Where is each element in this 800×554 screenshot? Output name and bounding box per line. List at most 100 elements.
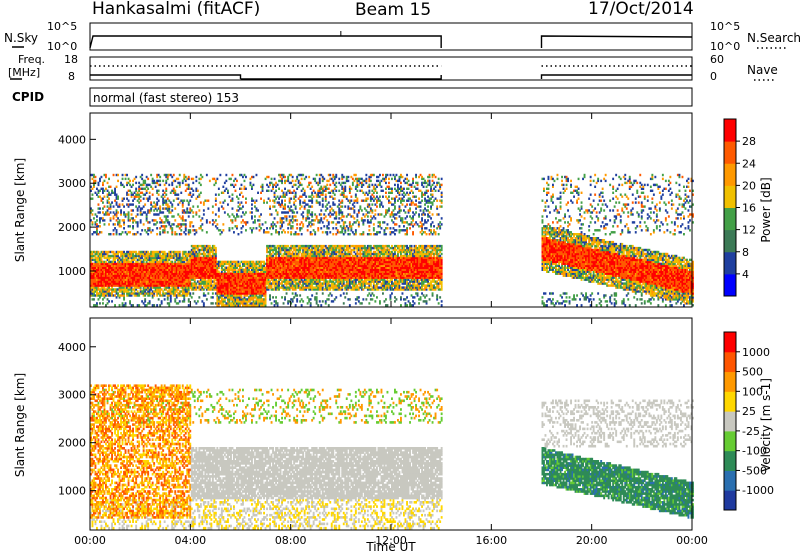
cell [296,256,299,260]
cell [311,260,314,264]
cell [249,264,252,267]
cell [254,219,256,222]
cell [254,272,256,275]
cell [275,254,277,258]
cell [91,256,94,260]
cell [157,213,160,216]
nsky-label: N.Sky [4,31,38,45]
cell [327,262,330,266]
cell [159,282,162,285]
cell [275,248,277,252]
cell [205,280,208,283]
cell [183,286,186,289]
cell [242,278,244,281]
cell [162,276,165,279]
cell [311,294,314,297]
cell [96,250,98,254]
cell [184,179,187,183]
cell [205,256,208,260]
cell [172,256,175,260]
cell [183,282,186,285]
cell [145,292,148,295]
cell [309,276,312,279]
cell [195,179,198,183]
cell [129,252,131,256]
cell [257,260,259,264]
cell [332,300,335,303]
cell [207,258,210,262]
cell [211,219,214,222]
cell [297,282,300,285]
cell [117,195,119,198]
cell [169,292,172,295]
cell [195,270,198,273]
cell [309,205,312,208]
cell [99,225,101,228]
cell [261,294,264,297]
cell [202,250,205,254]
cell [163,201,166,204]
cell [279,175,282,179]
cell [151,286,154,289]
cell [290,173,293,177]
cell [186,254,189,258]
cell [207,280,210,283]
cell [175,296,178,299]
cell [192,215,195,218]
cell [246,262,249,266]
cell [240,280,243,283]
cell [228,300,231,303]
cell [147,211,150,214]
cell [115,264,118,267]
cell [178,256,181,260]
cell [249,294,252,297]
cell [168,272,171,275]
cell [333,270,336,273]
cell [239,288,241,291]
cell [175,193,178,196]
cell [296,266,299,269]
cell [139,199,142,202]
cell [231,286,234,289]
cell [300,195,303,198]
cell [302,280,305,283]
cell [309,272,312,275]
cell [251,288,253,291]
cell [217,284,220,287]
cell [317,221,320,224]
cell [297,274,300,277]
cell [278,197,280,200]
cell [234,288,237,291]
cell [163,284,166,287]
cell [240,298,243,301]
cell [184,292,187,295]
cell [240,300,243,303]
cell [251,278,253,281]
cell [252,221,255,224]
cell [327,274,330,277]
cell [159,207,162,210]
cell [130,185,133,188]
cell [193,282,196,285]
cell [120,280,122,283]
cell [236,227,238,230]
cell [112,173,115,177]
cell [174,250,177,254]
cell [205,270,208,273]
cell [329,183,332,187]
cell [117,272,119,275]
cell [162,197,165,200]
cell [162,179,165,183]
cell [299,300,302,303]
cell [236,274,238,277]
cell [248,280,250,283]
cell [281,244,283,248]
cell [276,231,279,234]
cell [291,221,294,224]
cell [288,199,291,202]
cell [261,298,264,301]
cell [231,207,234,210]
cell [246,260,249,264]
cell [187,233,190,236]
cell [314,250,317,254]
